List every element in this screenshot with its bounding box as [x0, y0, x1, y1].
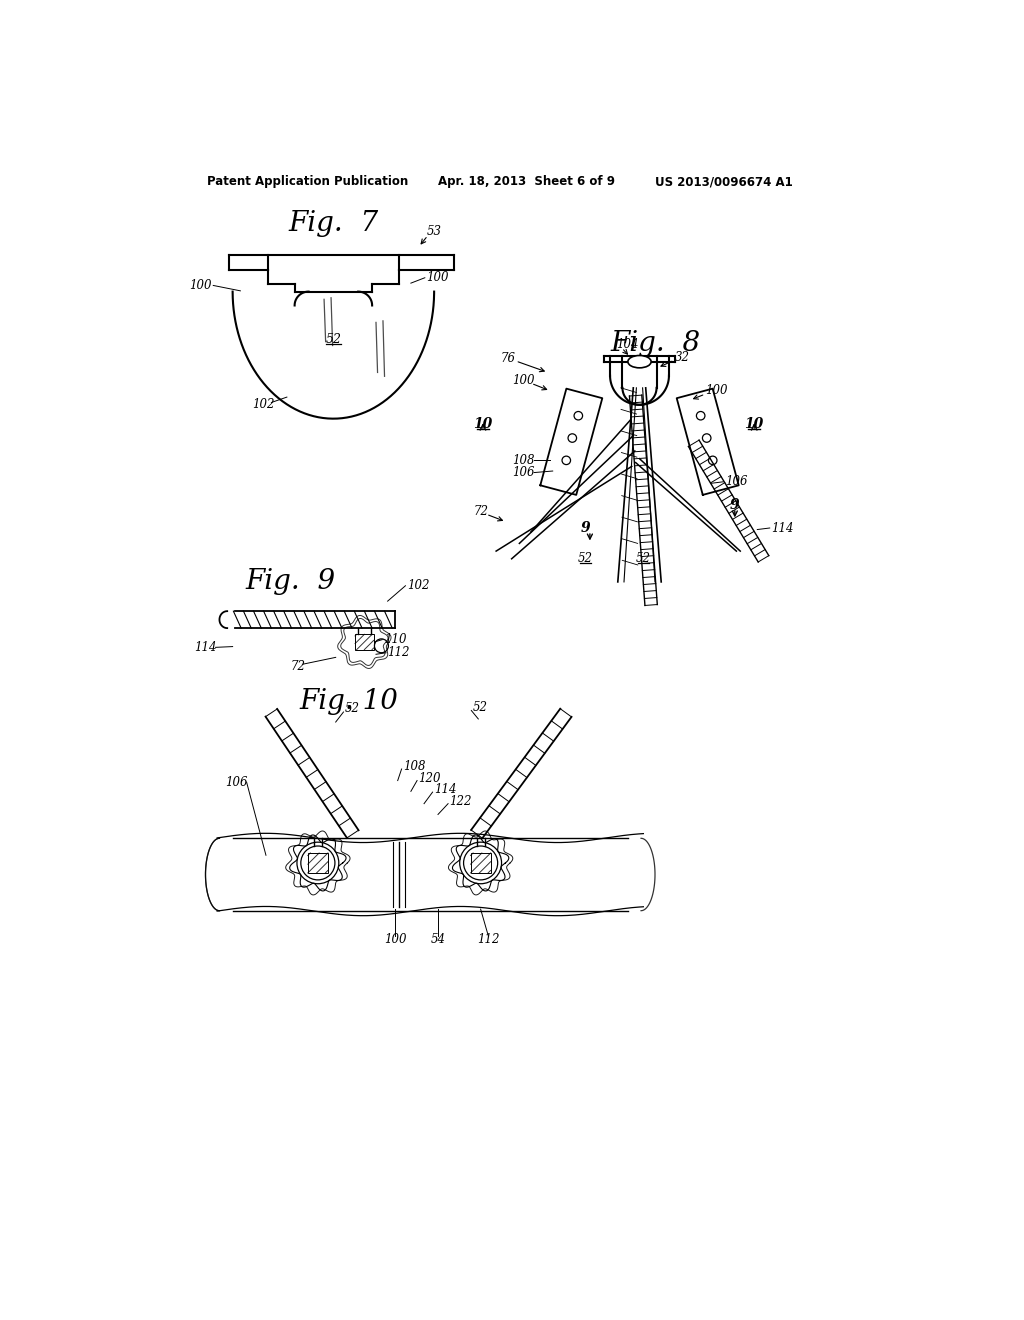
Text: 106: 106	[512, 466, 535, 479]
Text: 53: 53	[426, 224, 441, 238]
Text: 100: 100	[706, 384, 728, 397]
Text: 72: 72	[473, 504, 488, 517]
Text: 52: 52	[345, 702, 360, 715]
Text: 114: 114	[434, 783, 457, 796]
Text: 52: 52	[578, 552, 593, 565]
Text: 9: 9	[729, 498, 739, 512]
Text: 10: 10	[744, 417, 764, 432]
Text: 106: 106	[725, 475, 748, 488]
Text: Fig.  8: Fig. 8	[610, 330, 700, 356]
Ellipse shape	[628, 355, 651, 368]
Text: Fig.  7: Fig. 7	[289, 210, 379, 238]
Text: 112: 112	[477, 933, 500, 946]
Text: 100: 100	[189, 279, 212, 292]
Text: 122: 122	[450, 795, 472, 808]
Text: Patent Application Publication: Patent Application Publication	[207, 176, 409, 187]
Text: 100: 100	[426, 271, 449, 284]
Text: 104: 104	[616, 338, 639, 351]
Text: 100: 100	[512, 374, 535, 387]
Text: 102: 102	[252, 399, 274, 412]
Text: 114: 114	[195, 640, 217, 653]
Text: 52: 52	[636, 552, 651, 565]
Text: 106: 106	[225, 776, 248, 788]
Text: 114: 114	[771, 521, 794, 535]
Text: 120: 120	[419, 772, 441, 785]
Bar	[471, 853, 490, 873]
Text: 76: 76	[501, 352, 515, 366]
Text: 9: 9	[581, 521, 590, 535]
Bar	[308, 853, 328, 873]
Text: Fig.  9: Fig. 9	[246, 569, 336, 595]
Text: 52: 52	[326, 333, 341, 346]
Text: 32: 32	[675, 351, 689, 363]
Text: 110: 110	[384, 634, 407, 647]
Bar	[355, 635, 374, 649]
Text: 112: 112	[388, 647, 411, 659]
Text: 108: 108	[403, 760, 426, 774]
Text: 100: 100	[384, 933, 407, 946]
Text: Fig. 10: Fig. 10	[299, 688, 398, 714]
Text: 10: 10	[473, 417, 493, 432]
Text: 108: 108	[512, 454, 535, 467]
Text: 102: 102	[407, 579, 429, 593]
Text: 72: 72	[291, 660, 306, 673]
Text: Apr. 18, 2013  Sheet 6 of 9: Apr. 18, 2013 Sheet 6 of 9	[438, 176, 615, 187]
Text: US 2013/0096674 A1: US 2013/0096674 A1	[655, 176, 793, 187]
Text: 54: 54	[430, 933, 445, 946]
Text: 52: 52	[473, 701, 487, 714]
